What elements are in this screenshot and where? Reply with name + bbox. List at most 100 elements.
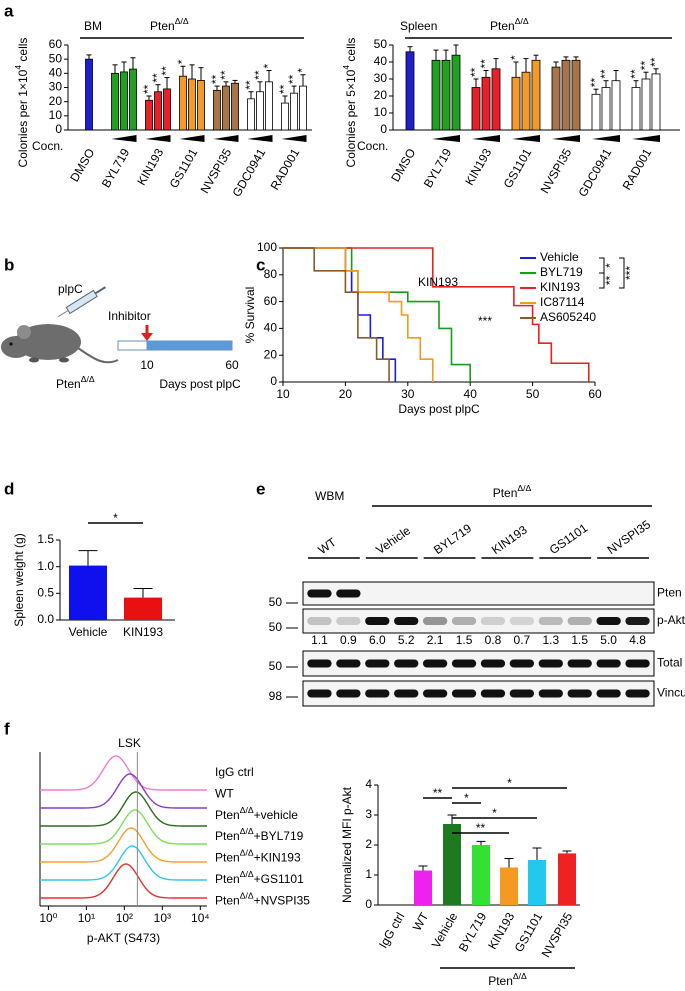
bar	[451, 54, 461, 131]
legend-label-part: Pten	[215, 829, 240, 843]
bar	[558, 853, 576, 905]
legend-label: PtenΔ/Δ+NVSPI35	[215, 891, 310, 908]
bar	[443, 824, 461, 905]
significance: **	[478, 59, 492, 69]
timeline-pre	[117, 340, 148, 351]
legend-label-part: Pten	[215, 851, 240, 865]
y-tick-label: 60	[49, 37, 63, 51]
y-tick-label: 0.5	[37, 586, 54, 600]
blot-band	[451, 659, 477, 668]
y-axis-label-part: Colonies per 1×10	[16, 69, 30, 167]
concentration-wedge	[512, 135, 540, 142]
concentration-label: Cocn.	[32, 139, 63, 153]
y-tick-label: 30	[374, 71, 388, 85]
bar	[197, 80, 205, 131]
blot-band	[451, 617, 477, 625]
bar	[124, 597, 162, 620]
genotype-label: PtenΔ/Δ	[56, 374, 95, 391]
bar	[481, 76, 491, 131]
blot-band	[422, 689, 448, 698]
x-tick-label: DMSO	[388, 146, 418, 184]
annotation: ***	[478, 314, 492, 328]
blot-band	[509, 689, 535, 698]
bar	[441, 59, 451, 131]
concentration-wedge	[281, 135, 307, 142]
mouse-ear	[17, 325, 31, 339]
blot-band	[422, 617, 448, 625]
concentration-wedge	[179, 135, 205, 142]
x-tick-label: GDC0941	[576, 146, 615, 199]
significance: **	[648, 57, 662, 67]
significance: ***	[623, 266, 637, 280]
bar	[551, 66, 561, 131]
bar	[601, 87, 611, 131]
mouse-illustration	[1, 324, 119, 364]
legend-label: PtenΔ/Δ+BYL719	[215, 826, 304, 843]
y-axis-label: Colonies per 5×104 cells	[341, 38, 358, 168]
blot-band	[567, 617, 592, 625]
y-tick-label: 0	[55, 122, 62, 136]
blot-band	[625, 659, 650, 668]
legend-label-part: IgG ctrl	[215, 765, 254, 779]
y-tick-label: 10	[49, 108, 63, 122]
mw-marker: 50	[269, 595, 283, 609]
blot-band	[509, 617, 535, 625]
panel-label: d	[4, 479, 14, 498]
y-tick-label: 0.0	[37, 612, 54, 626]
y-tick-label: 20	[374, 88, 388, 102]
quantification: 1.5	[456, 633, 473, 647]
histogram-curve	[40, 827, 207, 863]
blot-band	[307, 589, 332, 598]
x-tick-label: KIN193	[134, 146, 166, 188]
y-axis-label: Colonies per 1×104 cells	[13, 38, 30, 168]
bar	[631, 87, 641, 131]
significance: **	[277, 84, 291, 94]
histogram-curve	[40, 773, 207, 809]
concentration-wedge	[111, 135, 137, 142]
group-label-part: Pten	[488, 974, 513, 988]
significance-bracket	[599, 272, 605, 289]
header: BM	[84, 19, 102, 33]
blot-band	[625, 689, 650, 698]
inhibitor-arrow-head	[141, 333, 153, 341]
bar	[651, 73, 661, 131]
significance: **	[588, 78, 602, 88]
survival-curve	[283, 247, 390, 382]
significance: **	[252, 70, 266, 80]
legend-label-part: Pten	[215, 894, 240, 908]
blot-band	[394, 617, 419, 625]
bar	[521, 71, 531, 131]
blot-band	[625, 617, 650, 625]
blot-band	[336, 659, 361, 668]
bar	[129, 68, 137, 131]
y-tick-label: 20	[49, 94, 63, 108]
quantification: 0.9	[340, 633, 357, 647]
x-tick-label: NVSPI35	[198, 146, 235, 196]
blot-band	[365, 617, 390, 625]
mouse-tail	[77, 347, 119, 364]
y-tick-label: 0	[270, 374, 277, 388]
lane-group-label: KIN193	[489, 522, 530, 557]
concentration-wedge	[247, 135, 273, 142]
bar	[163, 88, 171, 131]
blot-band	[596, 659, 621, 668]
injection-label: plpC	[58, 282, 83, 296]
lane-group-label: GS1101	[547, 521, 591, 557]
legend-label: AS605240	[540, 310, 596, 324]
y-tick-label: 1	[365, 867, 372, 881]
significance: **	[603, 276, 617, 286]
genotype-label-part: Δ/Δ	[81, 374, 95, 384]
y-tick-label: 4	[365, 777, 372, 791]
bar	[491, 68, 501, 131]
panel-label: e	[256, 479, 265, 498]
blot-band	[480, 617, 506, 625]
bar	[188, 78, 196, 131]
concentration-wedge	[145, 135, 171, 142]
significance: **	[598, 69, 612, 79]
legend-label-part: Pten	[215, 808, 240, 822]
significance: **	[159, 66, 173, 76]
legend-label-part: +KIN193	[254, 851, 301, 865]
legend-label-part: Δ/Δ	[240, 891, 254, 901]
group-label-part: Δ/Δ	[175, 16, 189, 26]
